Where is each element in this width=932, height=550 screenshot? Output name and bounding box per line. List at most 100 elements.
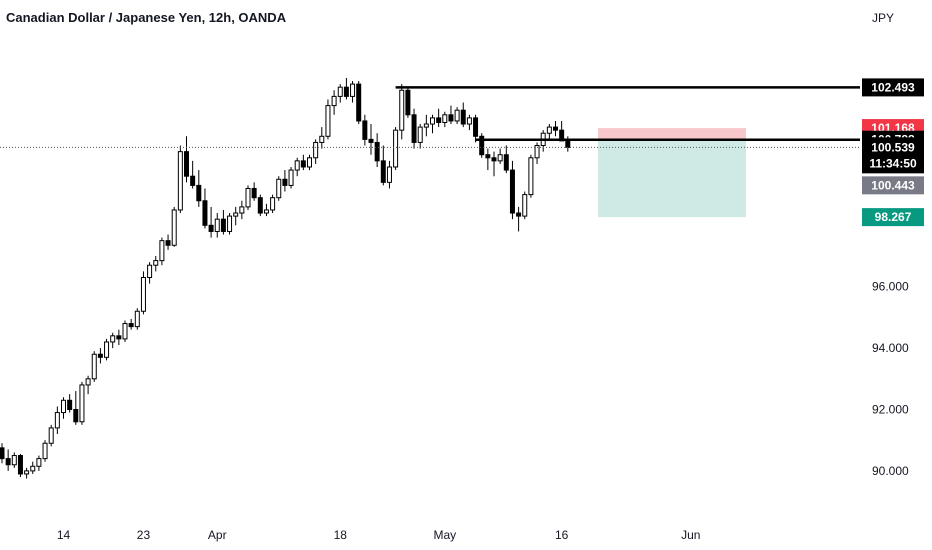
candle-body [276,178,282,199]
candle-body [233,212,239,217]
target-price-tag: 98.267 [875,210,912,224]
candle [362,114,368,146]
candle [0,443,5,464]
candle [177,145,183,214]
candle [319,127,325,149]
candle-body [448,114,454,122]
candle [466,114,472,131]
candle [374,133,380,167]
candle-body [0,447,5,460]
candle [553,120,558,137]
candle [559,120,565,142]
candle [294,157,300,177]
candle [36,455,42,471]
candle-body [534,145,540,159]
drawing-lines-layer [0,86,860,148]
candle-body [454,109,460,122]
candle [479,133,485,158]
candle [343,77,349,100]
x-tick-label: 23 [137,528,151,542]
candle [528,154,534,198]
candle [516,206,522,232]
chart-title: Canadian Dollar / Japanese Yen, 12h, OAN… [6,10,287,25]
candle [11,452,17,468]
candle-body [177,151,183,211]
candle [300,154,306,171]
candle [67,394,73,413]
candle-body [423,123,429,128]
candle-body [97,353,103,358]
candle-body [11,455,17,466]
candle [5,449,11,471]
candle-body [386,166,392,183]
candle [386,160,392,189]
candle-body [282,178,288,186]
candle-body [85,378,91,386]
candle-body [5,458,11,466]
candle-body [134,310,140,328]
candle-body [208,224,214,232]
candle [497,148,503,164]
candle-body [313,141,319,159]
candle [214,213,220,238]
candle [116,329,122,346]
candle-body [368,138,374,143]
x-tick-label: Apr [208,528,227,542]
candle [356,81,362,125]
candle-body [24,470,30,475]
currency-label: JPY [872,11,894,25]
candle-body [466,117,472,125]
candle [436,108,442,128]
candle [405,87,411,118]
candle-body [350,83,356,97]
candle [220,209,226,235]
candle-body [337,86,343,97]
candle [208,206,214,238]
candle-body [356,83,362,122]
x-tick-label: 16 [555,528,569,542]
candle [399,84,405,140]
candle-body [110,335,116,343]
candle-body [140,277,146,312]
candle-body [430,117,435,125]
price-tags-layer: 102.493101.168100.788100.53911:34:50100.… [862,78,924,227]
candle [282,170,288,192]
candle-body [325,105,331,137]
candle-body [522,194,528,217]
candle-body [503,154,509,171]
x-tick-label: 18 [334,528,348,542]
candle-body [54,412,60,429]
candle [485,148,491,171]
candle [48,424,54,447]
candle [473,114,479,143]
candle-body [307,157,312,168]
candle-body [294,160,300,171]
candle-body [263,209,269,214]
candle-body [48,427,54,444]
candle [257,194,263,217]
candle-body [196,184,202,202]
candle [184,136,189,183]
candle [17,454,23,478]
candle-body [36,458,42,467]
candle [393,127,399,171]
target-price-tag-bg [862,208,924,227]
resistance-price-tag-bg [862,78,924,97]
last-price-tag: 100.539 [871,140,915,154]
candle-body [190,175,196,186]
candle [331,90,337,115]
candle [110,332,116,349]
position-zones-layer [598,128,746,218]
candle [448,105,454,125]
candle [104,338,110,361]
candle [307,154,312,171]
candle [288,166,294,189]
candle-body [374,141,380,162]
candle [171,206,177,247]
candle-body [485,154,491,159]
candle-body [202,200,208,226]
candle-body [227,215,233,232]
candle-body [393,129,399,168]
candle [509,160,515,220]
